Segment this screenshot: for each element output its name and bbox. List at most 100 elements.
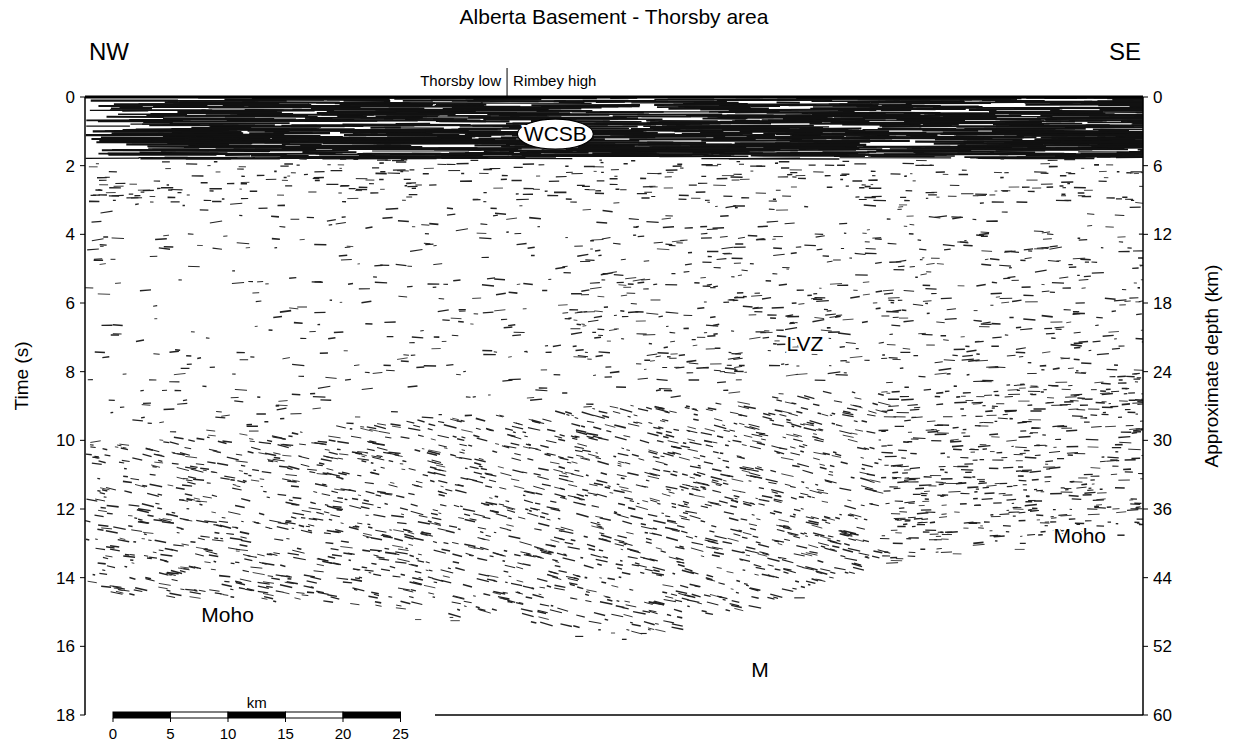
reflection <box>847 500 851 501</box>
reflection <box>592 408 595 409</box>
reflection <box>383 536 393 537</box>
reflection <box>327 595 337 597</box>
reflection <box>508 536 520 539</box>
reflection <box>756 542 761 543</box>
reflection <box>773 597 778 598</box>
reflection <box>340 547 352 548</box>
reflection <box>834 401 842 403</box>
reflection <box>754 565 762 567</box>
reflection <box>244 559 252 561</box>
reflection <box>596 222 607 223</box>
reflection <box>162 522 174 523</box>
reflection <box>953 427 959 428</box>
reflection <box>903 348 910 349</box>
reflection <box>377 424 386 426</box>
reflection <box>617 601 620 602</box>
reflection <box>274 457 280 458</box>
reflection <box>406 421 414 423</box>
reflection <box>438 445 446 447</box>
reflection <box>723 480 726 481</box>
reflection <box>767 221 778 222</box>
reflection <box>850 356 863 357</box>
reflection <box>597 522 599 523</box>
reflection <box>90 441 100 443</box>
reflection <box>132 563 135 564</box>
reflection <box>670 474 677 476</box>
reflection <box>418 561 424 562</box>
reflection <box>416 558 419 559</box>
reflection <box>511 479 519 481</box>
reflection <box>447 208 453 209</box>
reflection <box>554 436 562 438</box>
reflection <box>267 440 272 441</box>
reflection <box>395 552 407 554</box>
reflection <box>789 413 798 416</box>
reflection <box>1091 426 1102 427</box>
reflection <box>809 552 817 554</box>
reflection <box>623 436 630 437</box>
reflection <box>1007 499 1017 500</box>
reflection <box>1079 279 1089 280</box>
reflection <box>278 494 287 495</box>
reflection <box>844 544 850 546</box>
reflection <box>936 404 943 405</box>
reflection <box>540 604 549 606</box>
reflection <box>794 509 800 511</box>
reflection <box>235 389 247 390</box>
reflection <box>86 539 89 540</box>
reflection <box>859 553 870 555</box>
reflection <box>1016 327 1021 328</box>
reflection <box>672 241 684 242</box>
reflection <box>391 516 404 518</box>
reflection <box>138 519 142 520</box>
reflection <box>783 572 788 573</box>
reflection <box>440 505 446 506</box>
reflection <box>357 475 361 476</box>
reflection <box>563 554 566 555</box>
reflection <box>632 454 639 456</box>
reflection <box>453 436 457 437</box>
reflection <box>364 500 369 501</box>
reflection <box>209 555 218 557</box>
reflection <box>671 396 681 397</box>
reflection <box>700 487 705 488</box>
reflection <box>446 365 453 366</box>
reflection <box>278 401 287 402</box>
reflection <box>328 436 340 438</box>
reflection <box>214 538 218 539</box>
reflection <box>586 592 590 593</box>
reflection <box>107 566 115 568</box>
reflection <box>610 372 620 373</box>
reflection <box>251 480 259 481</box>
reflection <box>217 463 228 465</box>
reflection <box>717 436 723 438</box>
reflection <box>796 374 808 375</box>
reflection <box>234 401 243 402</box>
reflection <box>371 472 380 474</box>
reflection <box>361 461 366 462</box>
reflection <box>386 208 399 209</box>
reflection <box>98 510 107 511</box>
reflection <box>816 236 825 237</box>
reflection <box>1072 499 1082 500</box>
chart: Alberta Basement - Thorsby areaNWSEThors… <box>0 0 1239 751</box>
reflection <box>724 512 734 514</box>
reflection <box>504 550 507 551</box>
reflection <box>594 613 605 616</box>
reflection <box>614 490 625 492</box>
reflection <box>648 422 652 423</box>
reflection <box>172 512 175 513</box>
reflection <box>734 423 737 424</box>
reflection <box>708 408 717 410</box>
reflection <box>559 531 562 532</box>
reflection <box>582 450 591 452</box>
reflection <box>714 552 724 554</box>
reflection <box>762 298 771 299</box>
reflection <box>630 405 633 406</box>
reflection <box>705 613 713 614</box>
reflection <box>237 243 249 244</box>
reflection <box>573 502 585 505</box>
reflection <box>583 209 591 210</box>
reflection <box>522 613 534 616</box>
reflection <box>263 593 274 595</box>
